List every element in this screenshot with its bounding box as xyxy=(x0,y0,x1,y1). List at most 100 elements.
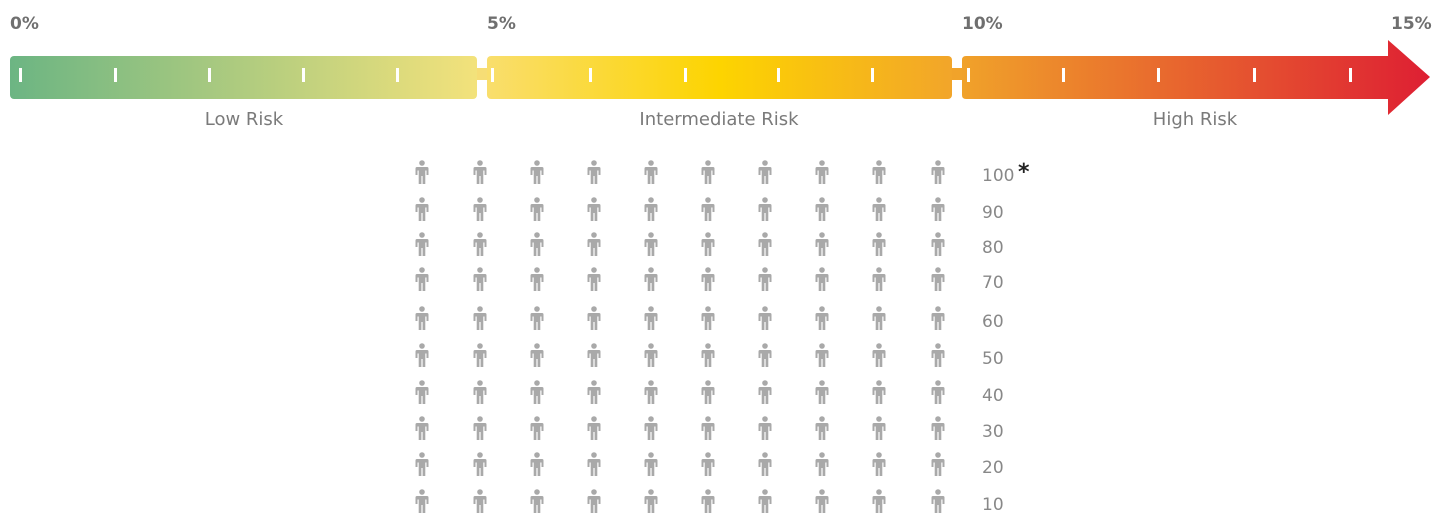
person-icon xyxy=(397,267,447,295)
person-icon xyxy=(683,343,733,371)
person-icon xyxy=(569,343,619,371)
person-icon xyxy=(455,416,505,444)
people-row: 20 xyxy=(398,452,1038,486)
person-icon xyxy=(626,343,676,371)
person-icon xyxy=(854,380,904,408)
person-icon xyxy=(740,232,790,260)
person-icon xyxy=(854,232,904,260)
person-icon xyxy=(397,343,447,371)
person-icon xyxy=(797,416,847,444)
person-icon xyxy=(854,306,904,334)
person-icon xyxy=(512,160,562,188)
band-intermediate-risk xyxy=(487,56,952,99)
connector-low-mid xyxy=(476,68,490,80)
band-low-risk xyxy=(10,56,477,99)
footnote-asterisk: * xyxy=(1018,160,1030,185)
person-icon xyxy=(569,306,619,334)
person-icon xyxy=(397,306,447,334)
row-count-label: 80 xyxy=(982,238,1004,258)
people-row: 50 xyxy=(398,343,1038,377)
person-icon xyxy=(740,306,790,334)
people-row: 30 xyxy=(398,416,1038,450)
person-icon xyxy=(797,232,847,260)
people-row: 90 xyxy=(398,197,1038,231)
person-icon xyxy=(569,380,619,408)
row-count-label: 70 xyxy=(982,273,1004,293)
person-icon xyxy=(913,343,963,371)
person-icon xyxy=(455,267,505,295)
label-low-risk: Low Risk xyxy=(204,109,284,130)
scale-tick-mark xyxy=(967,68,970,82)
people-row: 80 xyxy=(398,232,1038,266)
scale-tick-mark xyxy=(777,68,780,82)
person-icon xyxy=(913,452,963,480)
person-icon xyxy=(797,343,847,371)
people-row: 40 xyxy=(398,380,1038,414)
person-icon xyxy=(683,197,733,225)
person-icon xyxy=(569,416,619,444)
person-icon xyxy=(740,343,790,371)
row-count-label: 20 xyxy=(982,458,1004,478)
band-high-risk xyxy=(962,40,1430,115)
person-icon xyxy=(740,197,790,225)
person-icon xyxy=(626,306,676,334)
person-icon xyxy=(740,380,790,408)
person-icon xyxy=(626,267,676,295)
person-icon xyxy=(683,452,733,480)
person-icon xyxy=(397,416,447,444)
person-icon xyxy=(797,306,847,334)
person-icon xyxy=(683,160,733,188)
person-icon xyxy=(854,416,904,444)
person-icon xyxy=(913,197,963,225)
person-icon xyxy=(854,452,904,480)
scale-tick-mark xyxy=(114,68,117,82)
person-icon xyxy=(797,489,847,517)
tick-label-0: 0% xyxy=(10,14,39,34)
people-row: 70 xyxy=(398,267,1038,301)
person-icon xyxy=(626,452,676,480)
person-icon xyxy=(626,197,676,225)
scale-tick-mark xyxy=(491,68,494,82)
person-icon xyxy=(569,160,619,188)
person-icon xyxy=(683,489,733,517)
person-icon xyxy=(626,380,676,408)
person-icon xyxy=(512,267,562,295)
tick-label-5: 5% xyxy=(487,14,516,34)
scale-tick-mark xyxy=(871,68,874,82)
person-icon xyxy=(740,416,790,444)
person-icon xyxy=(455,306,505,334)
person-icon xyxy=(455,452,505,480)
person-icon xyxy=(797,452,847,480)
scale-tick-mark xyxy=(589,68,592,82)
person-icon xyxy=(455,343,505,371)
person-icon xyxy=(397,160,447,188)
row-count-label: 30 xyxy=(982,422,1004,442)
scale-tick-mark xyxy=(208,68,211,82)
person-icon xyxy=(569,232,619,260)
person-icon xyxy=(913,306,963,334)
scale-tick-mark xyxy=(1062,68,1065,82)
scale-tick-mark xyxy=(684,68,687,82)
person-icon xyxy=(683,306,733,334)
person-icon xyxy=(455,160,505,188)
scale-tick-mark xyxy=(19,68,22,82)
people-row: 10 xyxy=(398,489,1038,523)
person-icon xyxy=(512,416,562,444)
person-icon xyxy=(854,160,904,188)
person-icon xyxy=(626,160,676,188)
person-icon xyxy=(797,160,847,188)
person-icon xyxy=(683,416,733,444)
person-icon xyxy=(626,416,676,444)
scale-tick-mark xyxy=(1157,68,1160,82)
person-icon xyxy=(512,306,562,334)
scale-tick-mark xyxy=(1349,68,1352,82)
tick-label-10: 10% xyxy=(962,14,1003,34)
person-icon xyxy=(512,197,562,225)
person-icon xyxy=(569,197,619,225)
person-icon xyxy=(569,489,619,517)
person-icon xyxy=(397,452,447,480)
person-icon xyxy=(397,380,447,408)
row-count-label: 90 xyxy=(982,203,1004,223)
person-icon xyxy=(512,489,562,517)
people-row: 60 xyxy=(398,306,1038,340)
